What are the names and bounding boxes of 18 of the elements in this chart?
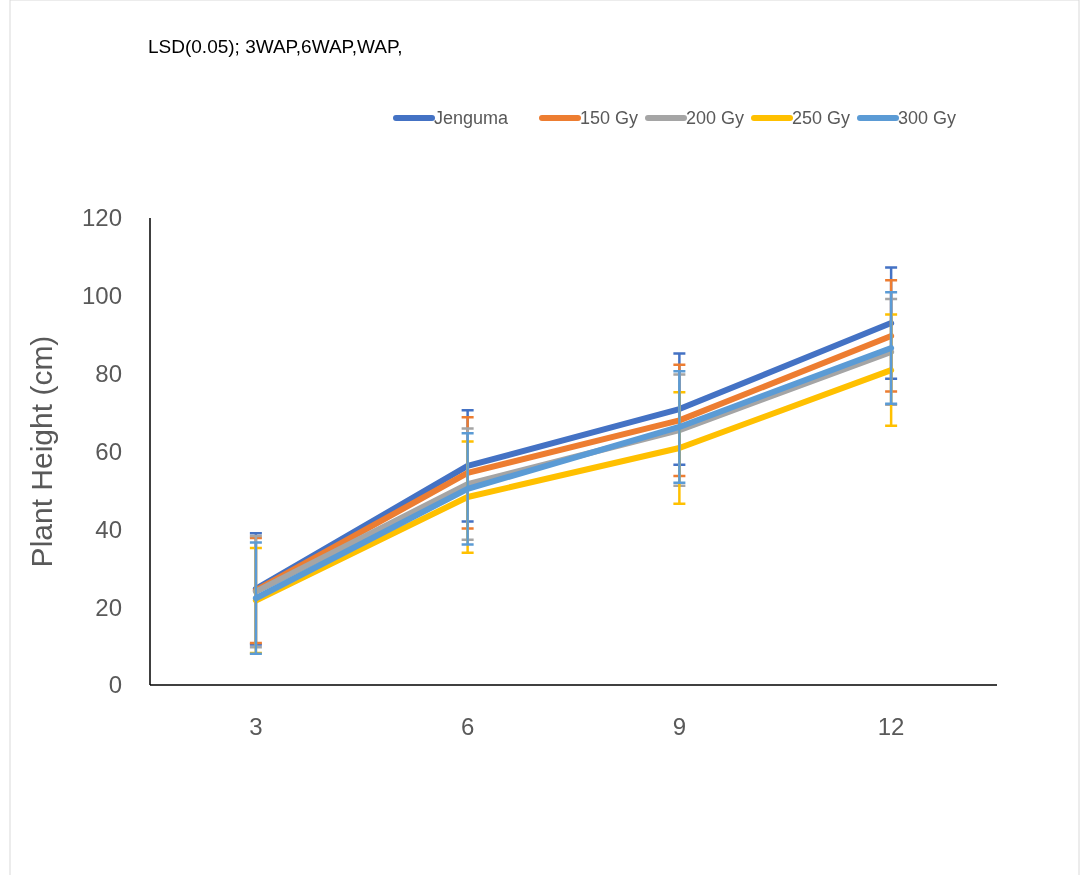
x-tick-label: 9: [672, 713, 687, 740]
legend-label: 150 Gy: [580, 108, 639, 129]
y-tick-label: 100: [81, 282, 122, 310]
legend-label: Jenguma: [434, 108, 510, 129]
legend-label: 200 Gy: [686, 108, 745, 129]
y-tick-label: 0: [108, 671, 122, 699]
legend-label: 250 Gy: [792, 108, 851, 129]
y-tick-label: 40: [95, 515, 122, 543]
x-tick-label: 6: [460, 713, 475, 740]
y-tick-label: 60: [95, 437, 122, 465]
x-tick-label: 3: [249, 713, 263, 740]
legend-label: 300 Gy: [898, 108, 957, 129]
y-tick-label: 20: [95, 593, 122, 621]
y-tick-label: 120: [81, 204, 122, 232]
chart-title: LSD(0.05); 3WAP,6WAP,WAP,: [148, 36, 403, 57]
y-tick-label: 80: [95, 360, 122, 388]
x-tick-label: 12: [877, 713, 905, 740]
y-axis-title: Plant Height (cm): [25, 335, 58, 568]
